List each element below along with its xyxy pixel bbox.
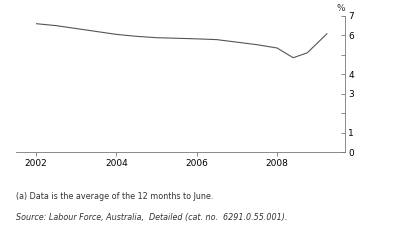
Text: %: % bbox=[337, 4, 345, 13]
Text: Source: Labour Force, Australia,  Detailed (cat. no.  6291.0.55.001).: Source: Labour Force, Australia, Detaile… bbox=[16, 213, 287, 222]
Text: (a) Data is the average of the 12 months to June.: (a) Data is the average of the 12 months… bbox=[16, 192, 213, 201]
